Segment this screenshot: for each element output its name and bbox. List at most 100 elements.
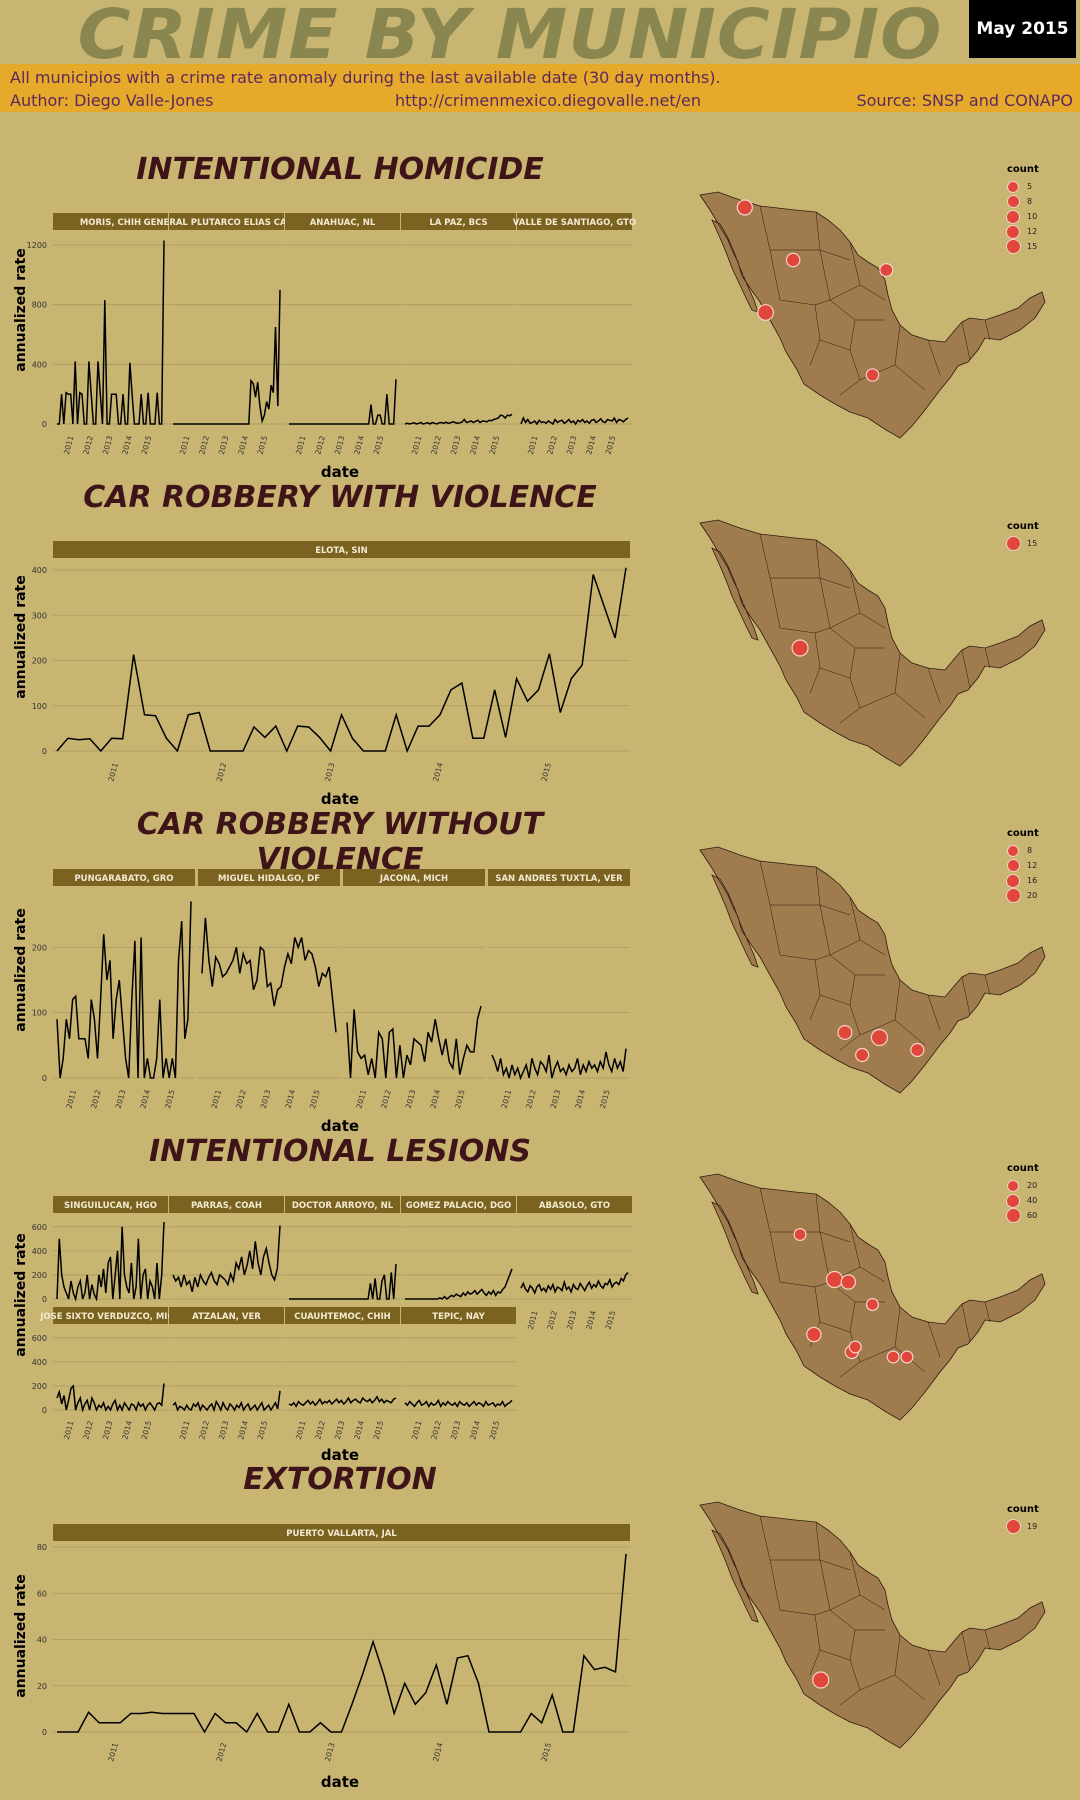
map-bubble	[840, 1274, 857, 1290]
legend-item: 16	[1005, 873, 1039, 888]
mexico-map	[699, 519, 1046, 767]
legend-swatch	[1005, 1178, 1021, 1193]
legend-swatch	[1005, 239, 1021, 254]
x-tick-label: 2011	[210, 1089, 224, 1110]
x-tick-label: 2012	[313, 1420, 327, 1441]
legend-label: 15	[1027, 539, 1038, 548]
section-title: INTENTIONAL LESIONS	[149, 1134, 531, 1169]
mexico-map	[699, 846, 1046, 1094]
chart-section: annualized rate date ELOTA, SIN 0 100 200 300 4…	[13, 541, 630, 808]
map-bubble	[806, 1326, 822, 1343]
state-border	[769, 249, 816, 306]
state-border	[984, 1629, 991, 1651]
series-line	[172, 1390, 281, 1413]
legend-item: 40	[1005, 1193, 1039, 1208]
x-tick-label: 2012	[545, 435, 559, 456]
x-tick-label: 2013	[565, 435, 579, 456]
section-title: INTENTIONAL HOMICIDE	[136, 152, 544, 187]
x-tick-label: 2011	[410, 1420, 424, 1441]
legend-label: 5	[1027, 182, 1033, 191]
x-tick-label: 2012	[429, 435, 443, 456]
x-tick-label: 2013	[217, 435, 231, 456]
map-legend: count 19	[1005, 1504, 1039, 1534]
state-border	[927, 339, 941, 376]
panel-label: JACONA, MICH	[379, 874, 448, 884]
panel-label: PUERTO VALLARTA, JAL	[286, 1529, 397, 1539]
section-title: CAR ROBBERY WITH VIOLENCE	[83, 480, 597, 515]
y-tick-label: 600	[32, 1223, 47, 1232]
y-tick-label: 0	[42, 747, 47, 756]
y-tick-label: 0	[42, 1295, 47, 1304]
x-tick-label: 2015	[488, 435, 502, 456]
legend-item: 12	[1005, 224, 1039, 239]
x-tick-label: 2013	[333, 435, 347, 456]
x-tick-label: 2015	[163, 1089, 177, 1110]
series-line	[56, 1383, 165, 1413]
map-legend: count 20 40 60	[1005, 1163, 1039, 1223]
panel-label: TEPIC, NAY	[432, 1312, 485, 1322]
legend-label: 40	[1027, 1196, 1038, 1205]
x-tick-label: 2012	[545, 1310, 559, 1331]
x-tick-label: 2011	[500, 1089, 514, 1110]
source-url-link[interactable]: http://crimenmexico.diegovalle.net/en	[395, 91, 701, 110]
legend-item: 10	[1005, 209, 1039, 224]
legend-swatch	[1005, 209, 1021, 224]
panel-label: PUNGARABATO, GRO	[74, 874, 173, 884]
x-tick-label: 2011	[410, 435, 424, 456]
x-tick-label: 2011	[106, 762, 120, 783]
state-border	[859, 1266, 886, 1283]
panel-strip	[169, 213, 284, 230]
panel-strip	[285, 1307, 400, 1324]
x-tick-label: 2014	[468, 435, 482, 456]
map-bubble	[879, 263, 894, 278]
legend-item: 20	[1005, 1178, 1039, 1193]
x-tick-label: 2015	[308, 1089, 322, 1110]
y-tick-label: 40	[37, 1636, 47, 1645]
mexico-map	[699, 191, 1046, 439]
series-line	[56, 1221, 165, 1302]
x-tick-label: 2014	[584, 435, 598, 456]
x-tick-label: 2012	[313, 435, 327, 456]
series-line	[405, 1268, 513, 1300]
legend-item: 15	[1005, 239, 1039, 254]
y-axis-label: annualized rate	[13, 575, 29, 698]
source-text: Source: SNSP and CONAPO	[856, 91, 1073, 110]
x-tick-label: 2014	[120, 1420, 134, 1441]
legend-label: 20	[1027, 891, 1038, 900]
series-line	[491, 1048, 627, 1081]
map-legend: count 8 12 16 20	[1005, 828, 1039, 903]
panel-strip	[53, 541, 630, 558]
panel-strip	[401, 1307, 516, 1324]
y-tick-label: 200	[32, 943, 47, 952]
date-badge: May 2015	[969, 0, 1076, 58]
legend-swatch	[1005, 1193, 1021, 1208]
y-tick-label: 200	[32, 1271, 47, 1280]
legend-label: 16	[1027, 876, 1038, 885]
x-tick-label: 2012	[81, 1420, 95, 1441]
x-tick-label: 2014	[428, 1089, 442, 1110]
series-line	[201, 917, 337, 1033]
state-border	[961, 1631, 971, 1671]
x-tick-label: 2011	[178, 1420, 192, 1441]
state-border	[961, 649, 971, 689]
legend-label: 10	[1027, 212, 1038, 221]
panel-strip	[198, 869, 340, 886]
legend-label: 8	[1027, 197, 1033, 206]
panel-strip	[169, 1196, 284, 1213]
state-border	[927, 667, 941, 704]
map-bubble	[757, 304, 774, 321]
y-tick-label: 100	[32, 1009, 47, 1018]
x-tick-label: 2011	[178, 435, 192, 456]
x-tick-label: 2013	[333, 1420, 347, 1441]
state-border	[927, 1649, 941, 1686]
series-line	[520, 416, 629, 426]
chart-section: annualized rate date PUERTO VALLARTA, JAL 0…	[13, 1524, 630, 1791]
legend-swatch	[1005, 224, 1021, 239]
state-border	[809, 994, 821, 1021]
series-line	[520, 1271, 629, 1295]
x-tick-label: 2011	[65, 1089, 79, 1110]
map-legend: count 5 8 10 12 15	[1005, 164, 1039, 254]
x-tick-label: 2015	[539, 1742, 553, 1763]
state-border	[809, 339, 821, 366]
legend-swatch	[1005, 194, 1021, 209]
